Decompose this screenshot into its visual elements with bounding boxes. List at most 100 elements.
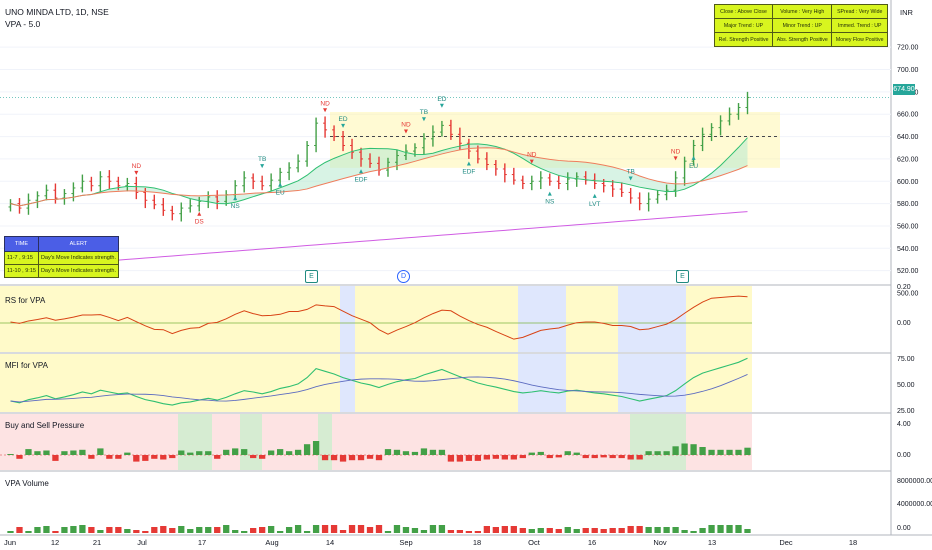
candle (197, 196, 202, 212)
volume-bar (25, 531, 32, 533)
bsp-bar (654, 451, 661, 455)
bsp-bar (663, 451, 670, 455)
vpa-signal-marker (466, 161, 471, 166)
bsp-bar (645, 451, 652, 455)
panel-zone (0, 286, 340, 352)
candle (242, 171, 247, 193)
earnings-event-icon[interactable]: E (305, 270, 318, 283)
volume-bar (609, 528, 616, 533)
volume-bar (546, 528, 553, 533)
volume-bar (456, 530, 464, 533)
time-tick-label: 14 (326, 538, 334, 547)
alert-header-alert: ALERT (37, 236, 119, 252)
bsp-bar (70, 450, 77, 455)
bsp-bar (97, 448, 104, 455)
time-tick-label: Jul (137, 538, 147, 547)
panel-zone (518, 286, 566, 352)
bsp-bar (618, 455, 625, 459)
alert-table: TIME ALERT 11-7 , 9:15 Day's Move Indica… (4, 236, 119, 278)
candle (565, 172, 570, 191)
panel-tick-label: 75.00 (897, 356, 915, 363)
panel-tick-label: 0.00 (897, 452, 911, 459)
candle (736, 103, 741, 120)
bsp-bar (178, 450, 185, 455)
bsp-bar (375, 455, 383, 461)
bsp-bar (312, 441, 320, 455)
candle (296, 154, 301, 173)
vpa-condition-table: Close : Above Close Volume : Very High S… (713, 4, 888, 47)
candle (628, 187, 633, 204)
candle (350, 138, 355, 159)
candle (448, 119, 453, 140)
time-tick-label: 13 (708, 538, 716, 547)
bsp-bar (259, 455, 266, 459)
volume-bar (375, 525, 383, 533)
candle (547, 173, 552, 186)
volume-bar (672, 527, 679, 533)
vpa-signal-label: ND (132, 163, 142, 170)
candle (260, 175, 265, 191)
alert-text: Day's Move Indicates strength. (37, 264, 119, 278)
vpa-signal-label: ND (671, 148, 681, 155)
volume-bar (142, 531, 149, 533)
vpa-signal-label: ND (527, 152, 537, 159)
bsp-bar (169, 455, 176, 459)
last-price-tag: 674.90 (893, 84, 915, 95)
bsp-bar (546, 455, 553, 459)
rs-line (10, 295, 748, 340)
candle (394, 149, 399, 171)
vpa-signal-marker (439, 103, 444, 108)
bsp-bar (483, 455, 491, 460)
candle (53, 183, 58, 204)
bsp-bar (357, 455, 365, 461)
bsp-bar (555, 455, 562, 458)
bsp-bar (43, 450, 50, 455)
price-tick-label: 500.00 (897, 291, 919, 298)
ma-medium-line (10, 147, 748, 207)
vpa-signal-label: TB (258, 156, 266, 163)
vpa-signal-label: TB (627, 168, 635, 175)
dividend-event-icon[interactable]: D (397, 270, 410, 283)
bsp-bar (303, 444, 311, 455)
candle (502, 163, 507, 183)
volume-bar (133, 530, 140, 533)
volume-bar (555, 529, 562, 533)
volume-bar (61, 527, 68, 533)
vpa-signal-marker (673, 156, 678, 161)
volume-bar (636, 526, 643, 533)
bsp-bar (627, 455, 634, 460)
time-tick-label: 18 (849, 538, 857, 547)
bsp-bar (339, 455, 347, 462)
vpa-signal-label: DS (195, 219, 205, 226)
vpa-signal-label: ND (320, 100, 330, 107)
volume-bar (205, 527, 212, 533)
bsp-bar (232, 448, 239, 455)
bsp-bar (690, 444, 697, 455)
candle (691, 139, 696, 166)
time-tick-label: 21 (93, 538, 101, 547)
candle (323, 116, 328, 138)
candle (475, 145, 480, 164)
bsp-bar (447, 455, 455, 462)
bsp-bar (411, 451, 419, 455)
volume-bar (52, 531, 59, 533)
vpa-signal-marker (134, 170, 139, 175)
bsp-bar (366, 455, 374, 459)
bsp-bar (267, 450, 275, 455)
time-tick-label: 12 (51, 538, 59, 547)
volume-bar (447, 530, 455, 533)
bsp-bar (636, 455, 643, 460)
earnings-event-icon[interactable]: E (676, 270, 689, 283)
bsp-bar (429, 449, 437, 455)
candle (430, 125, 435, 147)
volume-bar (402, 527, 410, 533)
bsp-bar (223, 449, 230, 455)
bsp-bar (214, 455, 221, 459)
volume-bar (321, 525, 329, 533)
time-tick-label: 16 (588, 538, 596, 547)
volume-bar (124, 529, 131, 533)
alert-header-time: TIME (4, 236, 39, 252)
candle (655, 190, 660, 204)
bsp-bar (681, 443, 688, 455)
